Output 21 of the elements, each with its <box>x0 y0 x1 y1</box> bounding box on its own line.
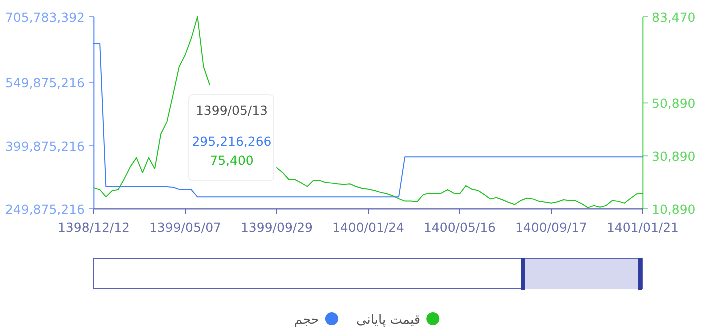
x-tick-label: 1401/01/21 <box>606 220 680 235</box>
x-tick-label: 1400/09/17 <box>515 220 588 235</box>
line-series <box>94 43 644 198</box>
legend-label: قیمت پایانی <box>356 313 421 328</box>
y2-tick-label: 50,890 <box>652 96 696 112</box>
y2-tick-label: 30,890 <box>652 149 696 164</box>
annotation: 75,400 <box>210 153 254 168</box>
y2-tick-label: 10,890 <box>652 202 696 217</box>
annotation: 1399/05/13 <box>196 103 268 118</box>
x-tick-label: 1398/12/12 <box>58 220 130 235</box>
annotation: 295,216,266 <box>192 134 272 149</box>
y2-tick-label: 83,470 <box>652 10 696 25</box>
legend-label: حجم <box>294 313 320 328</box>
y-tick-label: 249,875,216 <box>5 202 86 217</box>
x-tick-label: 1400/01/24 <box>332 220 405 235</box>
y-tick-label: 399,875,216 <box>5 138 86 154</box>
y-tick-label: 705,783,392 <box>5 10 85 25</box>
y-tick-label: 549,875,216 <box>5 76 86 91</box>
x-tick-label: 1399/05/07 <box>149 220 222 235</box>
x-tick-label: 1399/09/29 <box>240 220 314 235</box>
x-tick-label: 1400/05/16 <box>424 220 496 235</box>
